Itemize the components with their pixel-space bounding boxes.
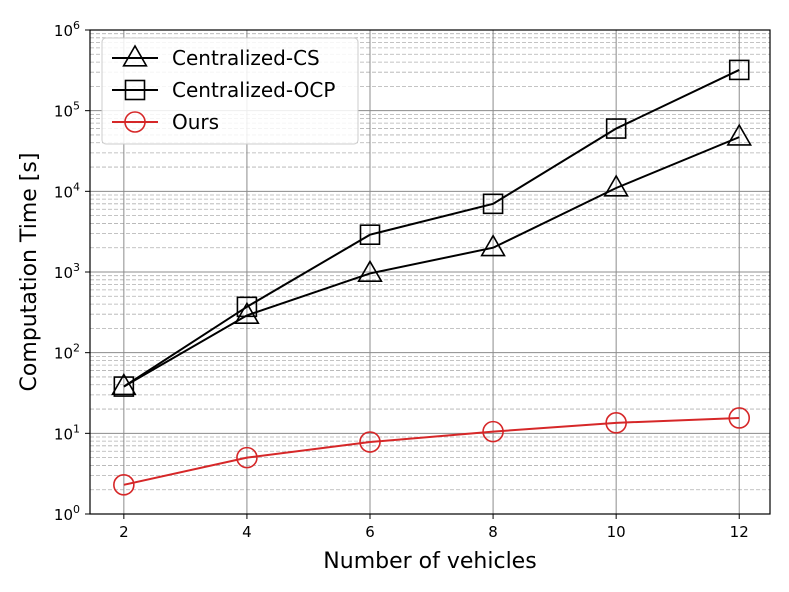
- legend-box: [101, 37, 359, 145]
- legend-marker-square: [124, 79, 146, 101]
- series-centralized-ocp: [113, 59, 750, 397]
- y-tick-label: 103: [54, 261, 80, 282]
- legend-item: Centralized-OCP: [112, 78, 335, 102]
- x-tick-label: 4: [242, 523, 252, 541]
- data-point-triangle: [111, 372, 137, 396]
- series-centralized-cs: [111, 123, 753, 396]
- legend-marker-triangle: [122, 44, 148, 67]
- data-point-triangle: [357, 259, 383, 283]
- x-tick-label: 8: [488, 523, 498, 541]
- y-tick-label: 106: [54, 19, 80, 40]
- series-group: [111, 59, 753, 496]
- data-point-square: [236, 296, 258, 318]
- grid: [90, 29, 770, 515]
- series-line: [123, 69, 740, 388]
- data-point-square: [482, 193, 504, 215]
- x-axis-title: Number of vehicles: [323, 549, 536, 574]
- x-tick-label: 2: [119, 523, 129, 541]
- x-tick-label: 6: [365, 523, 375, 541]
- legend-item: Ours: [112, 110, 219, 134]
- y-tick-label: 105: [54, 100, 80, 121]
- y-tick-label: 101: [54, 422, 80, 443]
- x-tick-label: 12: [730, 523, 749, 541]
- data-point-circle: [605, 412, 627, 434]
- series-line: [123, 416, 740, 486]
- data-point-triangle: [480, 234, 506, 257]
- data-point-triangle: [603, 174, 629, 197]
- y-tick-label: 104: [54, 180, 80, 201]
- legend-label: Centralized-OCP: [172, 78, 335, 102]
- legend-label: Ours: [172, 110, 219, 134]
- data-point-square: [728, 59, 750, 81]
- data-point-circle: [482, 420, 504, 443]
- series-line: [123, 136, 740, 388]
- y-axis-title: Computation Time [s]: [17, 153, 42, 392]
- data-point-circle: [236, 446, 258, 469]
- y-tick-label: 102: [54, 342, 80, 363]
- data-point-triangle: [234, 301, 260, 324]
- data-point-square: [113, 376, 135, 397]
- legend-marker-circle: [124, 111, 146, 133]
- legend-label: Centralized-CS: [172, 46, 320, 70]
- data-point-square: [605, 118, 627, 139]
- ticks: 2 4 6 8 10 12 100 101 102 103 104 105 106: [54, 19, 749, 541]
- legend: Centralized-CS Centralized-OCP Ours: [101, 37, 359, 145]
- series-ours: [113, 407, 751, 496]
- data-point-triangle: [726, 123, 753, 146]
- data-point-circle: [359, 431, 381, 453]
- data-point-circle: [113, 474, 135, 496]
- data-point-circle: [728, 407, 751, 429]
- y-tick-label: 100: [54, 503, 80, 524]
- legend-item: Centralized-CS: [112, 44, 320, 70]
- x-tick-label: 10: [607, 523, 626, 541]
- data-point-square: [359, 224, 381, 245]
